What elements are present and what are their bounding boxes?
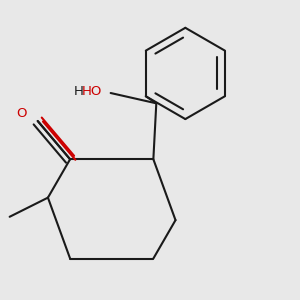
Text: O: O <box>16 107 27 120</box>
Text: H: H <box>74 85 84 98</box>
Text: HO: HO <box>81 85 102 98</box>
